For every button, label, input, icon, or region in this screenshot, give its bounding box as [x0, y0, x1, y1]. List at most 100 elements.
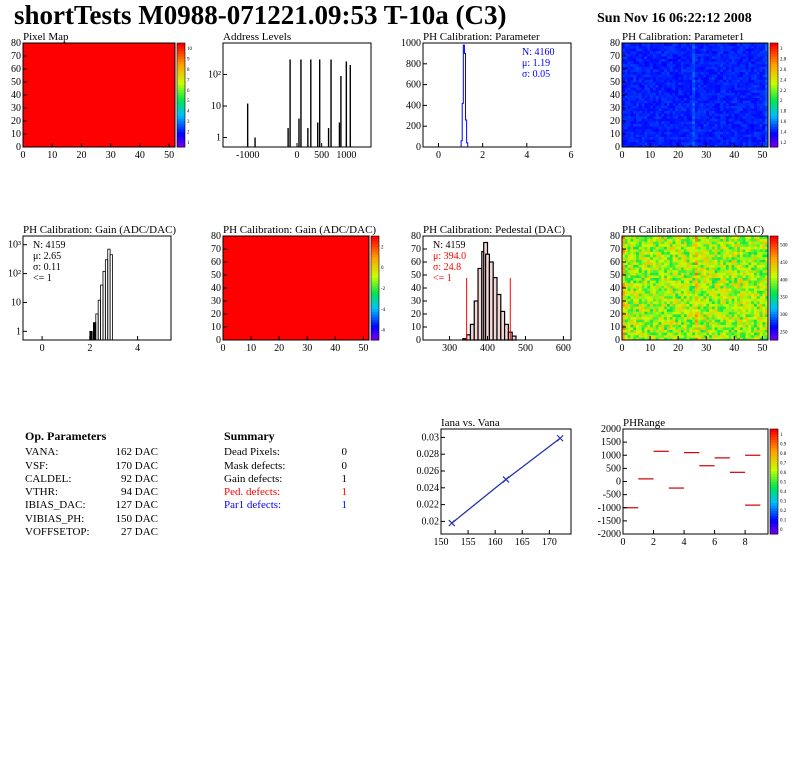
heatmap-cell [644, 136, 648, 140]
heatmap-cell [717, 241, 721, 245]
heatmap-cell [723, 123, 727, 127]
heatmap-cell [723, 282, 727, 286]
heatmap-cell [624, 136, 629, 140]
heatmap-cell [739, 254, 744, 258]
heatmap-cell [655, 264, 659, 268]
heatmap-cell [737, 301, 741, 304]
heatmap-cell [652, 108, 657, 111]
heatmap-cell [723, 285, 727, 289]
heatmap-cell [728, 110, 732, 114]
heatmap-cell [655, 246, 659, 250]
heatmap-cell [678, 332, 682, 336]
heatmap-cell [630, 134, 634, 137]
heatmap-cell [672, 332, 676, 336]
heatmap-cell [742, 293, 746, 297]
heatmap-cell [650, 256, 654, 260]
palette-cell [770, 528, 778, 532]
heatmap-cell [731, 43, 735, 46]
heatmap-cell [753, 79, 758, 83]
heatmap-cell [711, 82, 716, 85]
heatmap-cell [723, 254, 727, 258]
heatmap-cell [630, 285, 634, 289]
heatmap-cell [739, 275, 744, 278]
heatmap-cell [737, 256, 741, 260]
heatmap-cell [720, 84, 724, 88]
heatmap-cell [728, 236, 732, 239]
heatmap-cell [697, 45, 702, 49]
heatmap-cell [728, 128, 732, 132]
heatmap-cell [624, 329, 629, 333]
heatmap-cell [672, 295, 676, 299]
heatmap-cell [650, 126, 654, 130]
heatmap-cell [745, 58, 749, 62]
heatmap-cell [751, 241, 755, 245]
heatmap-cell [709, 267, 713, 271]
heatmap-cell [658, 295, 662, 299]
heatmap-cell [731, 251, 735, 255]
summary-title: Summary [224, 429, 275, 443]
op-parameters-table: Op. Parameters VANA: 162 DAC VSF: 170 DAC CA… [25, 429, 170, 539]
heatmap-cell [742, 56, 746, 59]
heatmap-cell [627, 293, 631, 297]
heatmap-cell [644, 84, 648, 88]
heatmap-cell [697, 69, 702, 72]
heatmap-cell [709, 327, 713, 330]
heatmap-cell [689, 249, 693, 252]
heatmap-cell [661, 97, 665, 101]
heatmap-cell [666, 303, 671, 307]
heatmap-cell [703, 262, 707, 265]
heatmap-cell [647, 275, 651, 278]
heatmap-cell [678, 264, 682, 268]
heatmap-cell [666, 298, 671, 302]
heatmap-cell [739, 314, 744, 317]
heatmap-cell [641, 327, 645, 330]
heatmap-cell [683, 61, 687, 65]
heatmap-cell [765, 50, 769, 54]
palette-cell [770, 277, 778, 281]
heatmap-cell [742, 102, 746, 106]
heatmap-cell [734, 141, 738, 145]
heatmap-cell [737, 121, 741, 124]
palette-cell [770, 332, 778, 336]
summary-value: 1 [341, 499, 348, 512]
heatmap-cell [650, 251, 654, 255]
heatmap-cell [720, 295, 724, 299]
heatmap-cell [731, 298, 735, 302]
heatmap-cell [720, 272, 724, 276]
heatmap-cell [700, 262, 704, 265]
heatmap-cell [644, 319, 648, 323]
heatmap-cell [692, 110, 696, 114]
heatmap-cell [742, 262, 746, 265]
heatmap-cell [742, 337, 746, 341]
heatmap-cell [714, 293, 718, 297]
heatmap-cell [706, 277, 710, 281]
heatmap-cell [734, 324, 738, 328]
heatmap-cell [678, 97, 682, 101]
heatmap-cell [711, 303, 716, 307]
heatmap-cell [636, 306, 640, 310]
heatmap-cell [689, 334, 693, 338]
heatmap-cell [762, 251, 766, 255]
heatmap-cell [658, 48, 662, 52]
heatmap-cell [652, 264, 657, 268]
heatmap-cell [658, 269, 662, 273]
palette-cell [371, 282, 379, 286]
heatmap-cell [734, 264, 738, 268]
heatmap-cell [650, 267, 654, 271]
heatmap-cell [762, 285, 766, 289]
heatmap-cell [725, 66, 730, 70]
palette-cell [770, 298, 778, 302]
heatmap-cell [748, 82, 752, 85]
heatmap-cell [692, 69, 696, 72]
heatmap-cell [630, 306, 634, 310]
heatmap-cell [644, 89, 648, 93]
heatmap-cell [765, 63, 769, 67]
x-tick-label: 30 [701, 343, 711, 354]
heatmap-cell [686, 337, 690, 341]
heatmap-cell [737, 128, 741, 132]
heatmap-cell [686, 301, 690, 304]
heatmap-cell [692, 282, 696, 286]
heatmap-cell [756, 48, 760, 52]
heatmap-cell [711, 327, 716, 330]
heatmap-cell [658, 121, 662, 124]
